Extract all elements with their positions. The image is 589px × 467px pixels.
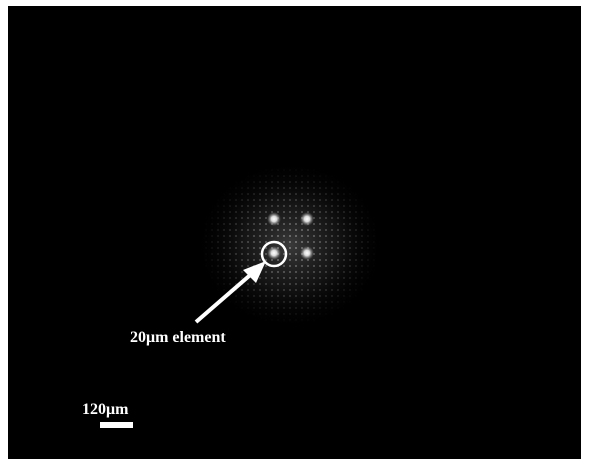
bright-spot	[267, 246, 281, 260]
scale-label: 120μm	[82, 401, 129, 418]
bright-spot	[300, 212, 314, 226]
bright-spot	[300, 246, 314, 260]
micrograph: 20μm element 120μm	[0, 0, 589, 467]
element-label: 20μm element	[130, 329, 226, 346]
page: 20μm element 120μm (() => { const data =…	[0, 0, 589, 467]
grid-texture	[190, 160, 390, 330]
bright-spot	[267, 212, 281, 226]
scale-bar	[100, 422, 133, 428]
